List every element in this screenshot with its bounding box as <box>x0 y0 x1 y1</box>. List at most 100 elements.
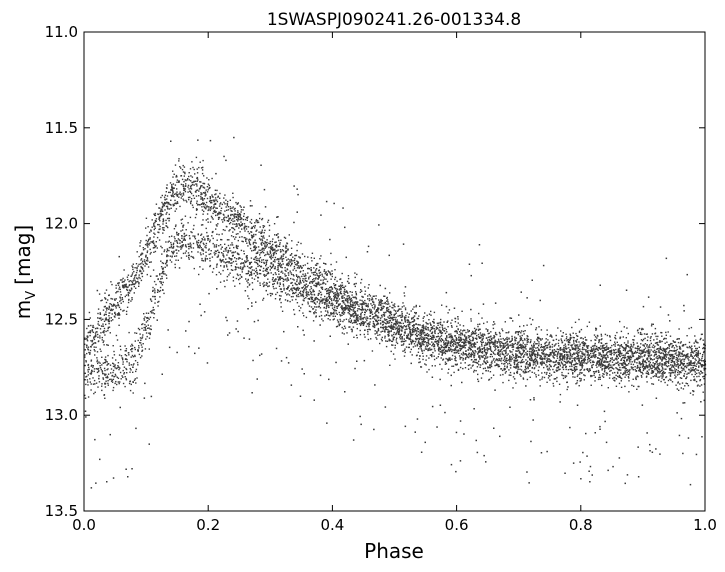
data-point <box>544 342 547 344</box>
data-point <box>200 196 202 198</box>
data-point <box>126 306 129 308</box>
data-point <box>627 342 629 344</box>
data-point <box>668 345 671 347</box>
data-point <box>279 288 282 290</box>
data-point <box>656 369 658 372</box>
data-point <box>156 291 159 293</box>
data-point <box>422 333 424 335</box>
data-point <box>499 333 501 335</box>
data-point <box>669 374 672 376</box>
data-point <box>656 363 658 365</box>
data-point <box>691 348 693 350</box>
data-point <box>674 374 676 376</box>
data-point <box>315 316 317 318</box>
data-point <box>686 346 688 348</box>
data-point <box>205 244 207 247</box>
data-point <box>282 255 284 257</box>
data-point <box>173 250 175 252</box>
data-point <box>693 370 695 372</box>
data-point <box>225 199 227 201</box>
data-point <box>372 322 375 325</box>
data-point <box>326 280 329 283</box>
data-point <box>197 179 199 181</box>
data-point <box>248 232 251 235</box>
data-point <box>582 344 584 347</box>
data-point <box>505 357 508 360</box>
data-point <box>356 310 359 312</box>
data-point <box>618 368 620 371</box>
data-point <box>272 256 274 259</box>
data-point <box>375 336 377 339</box>
data-point <box>703 377 705 380</box>
data-point <box>105 323 107 326</box>
data-point <box>511 346 513 348</box>
data-point <box>287 279 290 281</box>
data-point <box>338 323 340 325</box>
data-point <box>250 227 253 230</box>
data-point <box>263 262 265 265</box>
data-point <box>583 374 585 376</box>
data-point <box>565 333 567 335</box>
data-point <box>593 348 595 351</box>
data-point <box>150 312 153 314</box>
data-point <box>155 220 157 222</box>
data-point <box>163 203 166 205</box>
data-point <box>389 305 391 308</box>
data-point <box>162 271 164 273</box>
data-point <box>152 289 154 292</box>
data-point <box>331 270 333 272</box>
data-point <box>209 239 211 241</box>
data-point <box>587 357 590 359</box>
data-point <box>253 258 256 261</box>
data-point <box>97 320 100 323</box>
data-point <box>401 315 404 317</box>
data-point <box>158 231 160 234</box>
data-point <box>645 333 648 335</box>
data-point <box>525 368 527 370</box>
data-point <box>422 336 424 338</box>
data-point <box>161 210 164 212</box>
data-point <box>171 185 173 188</box>
data-point <box>544 348 546 350</box>
data-point <box>472 332 475 335</box>
data-point <box>254 241 256 244</box>
data-point <box>290 282 292 284</box>
data-point <box>537 374 540 376</box>
data-point <box>236 216 238 218</box>
data-point <box>562 368 565 371</box>
data-point <box>434 341 436 343</box>
data-point <box>149 332 151 334</box>
data-point <box>127 295 130 297</box>
data-point <box>462 352 465 355</box>
data-point <box>494 331 497 334</box>
data-point <box>141 337 143 340</box>
data-point <box>328 289 331 291</box>
data-point <box>484 361 486 363</box>
data-point <box>590 356 592 359</box>
data-point <box>676 354 678 356</box>
data-point <box>556 357 559 359</box>
data-point <box>552 382 554 385</box>
data-point <box>402 350 404 352</box>
data-point <box>579 371 581 374</box>
data-point <box>367 305 369 308</box>
data-point <box>462 345 464 347</box>
data-point <box>239 266 242 268</box>
data-point <box>547 355 550 357</box>
data-point <box>239 215 241 217</box>
data-point <box>502 342 504 345</box>
data-point <box>375 298 377 300</box>
data-point <box>105 359 107 361</box>
data-point <box>577 349 580 351</box>
data-point <box>392 339 395 341</box>
data-point <box>696 341 698 344</box>
data-point <box>665 376 667 379</box>
data-point <box>180 183 183 186</box>
data-point <box>690 361 692 363</box>
data-point <box>465 338 467 341</box>
data-point <box>129 380 131 383</box>
data-point <box>232 206 234 208</box>
data-point <box>241 258 243 260</box>
data-point <box>222 269 224 272</box>
data-point <box>658 357 660 359</box>
